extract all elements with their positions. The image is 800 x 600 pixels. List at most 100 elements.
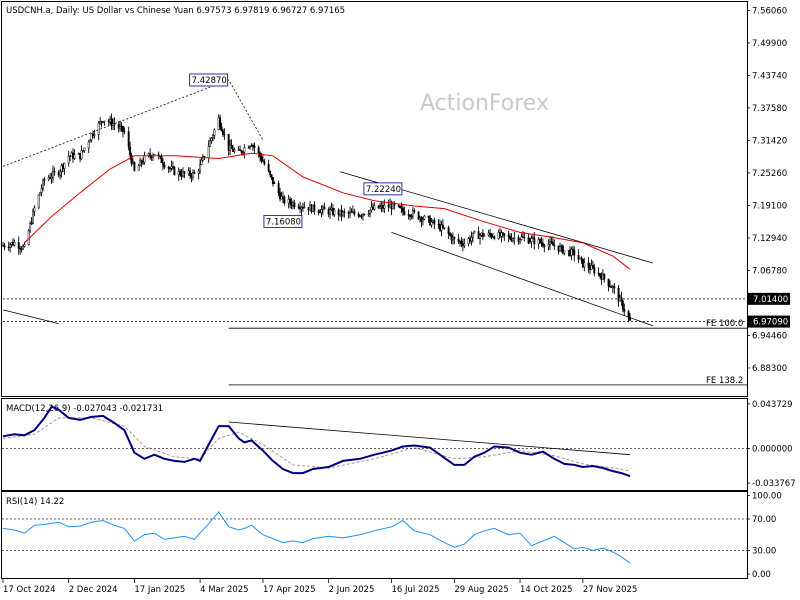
candle-body <box>87 141 90 149</box>
candle-body <box>481 232 484 237</box>
candle <box>167 165 170 173</box>
candle-body <box>129 146 132 156</box>
marker-box-2 <box>363 182 403 196</box>
candle-body <box>329 209 332 215</box>
candle-body <box>82 150 84 152</box>
x-tick-label-4: 17 Apr 2025 <box>263 585 316 595</box>
candle <box>22 244 24 251</box>
candle-body <box>280 196 283 200</box>
rsi-label: RSI(14) 14.22 <box>6 497 64 507</box>
candle <box>123 127 126 135</box>
candle <box>430 217 433 228</box>
candle <box>140 159 143 168</box>
candle <box>90 133 93 143</box>
price-tick-label-9: 6.94460 <box>752 331 787 341</box>
candle <box>303 201 306 209</box>
candle <box>313 201 316 215</box>
candle-body <box>137 165 140 171</box>
candle <box>273 181 276 185</box>
candle <box>467 236 470 247</box>
x-tick-label-3: 4 Mar 2025 <box>200 585 248 595</box>
candle <box>443 227 446 231</box>
candle <box>142 157 144 165</box>
candle-body <box>52 171 54 178</box>
candle <box>541 238 544 248</box>
candle-body <box>623 308 626 312</box>
candle <box>129 141 132 160</box>
candle-body <box>551 242 554 246</box>
candle-body <box>172 166 174 168</box>
left-trendline <box>2 309 59 324</box>
candle <box>183 170 186 179</box>
y-axis: 7.56060 7.49900 7.43740 7.37580 7.31420 7.252… <box>747 6 796 580</box>
candle-body <box>323 206 326 210</box>
candle <box>223 128 226 140</box>
candle-body <box>467 238 470 244</box>
candle-body <box>32 211 34 224</box>
candle-body <box>123 131 126 133</box>
candle <box>333 207 336 217</box>
candle <box>479 233 481 245</box>
candle <box>343 208 346 218</box>
candle <box>513 231 516 245</box>
macd-tick-label-0: 0.043729 <box>752 400 793 410</box>
candle <box>503 233 506 242</box>
candle-body <box>413 210 416 213</box>
watermark: ActionForex <box>420 91 549 116</box>
candle <box>629 312 631 322</box>
candle <box>40 184 43 197</box>
candle-body <box>73 154 76 159</box>
candle-body <box>559 246 561 252</box>
candle-body <box>473 231 476 234</box>
marker-label-1: 7.16080 <box>266 217 301 227</box>
candle <box>559 242 561 253</box>
candle-body <box>50 177 53 179</box>
candle <box>130 152 133 167</box>
candle-body <box>240 150 243 153</box>
candle <box>573 246 576 262</box>
candle-body <box>59 171 62 176</box>
candle-body <box>93 134 96 136</box>
fe-label-1: FE 138.2 <box>706 376 743 386</box>
candle <box>433 217 436 230</box>
candle <box>540 236 543 247</box>
candle-body <box>277 182 280 194</box>
candle-body <box>303 206 306 209</box>
candle-body <box>583 262 586 268</box>
candle <box>29 221 32 234</box>
candle <box>521 230 524 238</box>
candle-body <box>493 236 496 239</box>
candle-body <box>341 211 344 216</box>
price-tick-label-1: 7.49900 <box>752 39 787 49</box>
candle <box>549 235 551 251</box>
candle <box>490 233 493 240</box>
candle-body <box>441 224 444 228</box>
candle-body <box>501 232 504 234</box>
candle-body <box>447 227 450 234</box>
candle <box>119 120 122 132</box>
candle-body <box>490 234 493 238</box>
price-tick-label-7: 7.12940 <box>752 234 787 244</box>
candle <box>39 191 42 196</box>
candle-body <box>173 166 176 175</box>
candle <box>599 272 601 279</box>
price-tick-label-4: 7.31420 <box>752 136 787 146</box>
candle <box>539 238 541 244</box>
candle-body <box>212 135 214 139</box>
candle <box>37 194 40 210</box>
candle-body <box>162 162 164 166</box>
candle <box>280 191 283 200</box>
candle <box>200 157 203 166</box>
candle <box>527 233 530 244</box>
candle-body <box>200 159 203 165</box>
candle <box>270 174 273 180</box>
candle-body <box>213 129 216 136</box>
candle-body <box>189 170 192 176</box>
candle <box>283 195 286 206</box>
candle <box>87 140 90 154</box>
candle <box>440 220 443 237</box>
candle-body <box>627 311 630 318</box>
candle <box>583 257 586 272</box>
candle-body <box>343 211 346 213</box>
candle <box>80 145 83 160</box>
